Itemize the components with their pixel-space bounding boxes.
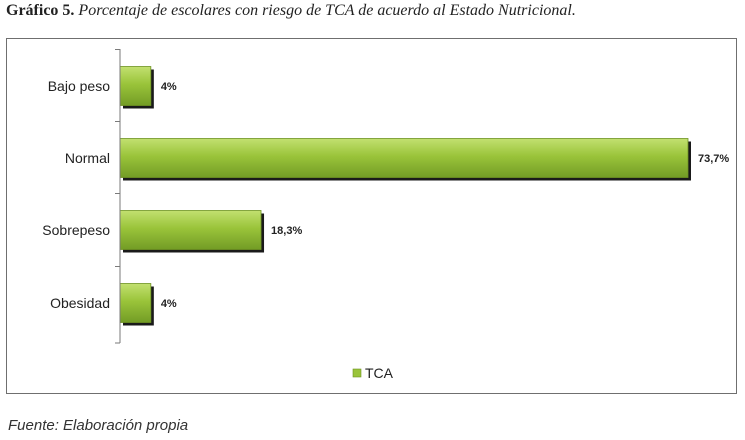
- legend-swatch: [352, 368, 362, 378]
- bar-obesidad: [119, 283, 152, 323]
- data-label: 4%: [161, 298, 177, 310]
- category-label: Obesidad: [50, 295, 110, 311]
- bar-normal: [119, 138, 689, 178]
- data-label: 73,7%: [698, 153, 729, 165]
- caption-label: Gráfico 5.: [6, 2, 75, 19]
- bar-bajo-peso: [119, 66, 152, 106]
- chart-caption: Gráfico 5. Porcentaje de escolares con r…: [6, 2, 576, 20]
- category-label: Sobrepeso: [42, 222, 110, 238]
- bar-chart: Bajo peso 4% Normal 73,7% Sobrepeso 18,3% Obes…: [42, 49, 729, 381]
- category-label: Bajo peso: [48, 78, 110, 94]
- chart-frame: Bajo peso 4% Normal 73,7% Sobrepeso 18,3% Obes…: [6, 38, 737, 394]
- category-label: Normal: [65, 150, 110, 166]
- legend-label: TCA: [365, 365, 394, 381]
- source-note: Fuente: Elaboración propia: [8, 417, 189, 434]
- legend: TCA: [352, 365, 394, 381]
- bar-sobrepeso: [119, 210, 262, 250]
- data-label: 4%: [161, 81, 177, 93]
- data-label: 18,3%: [271, 225, 302, 237]
- caption-text: Porcentaje de escolares con riesgo de TC…: [78, 2, 576, 19]
